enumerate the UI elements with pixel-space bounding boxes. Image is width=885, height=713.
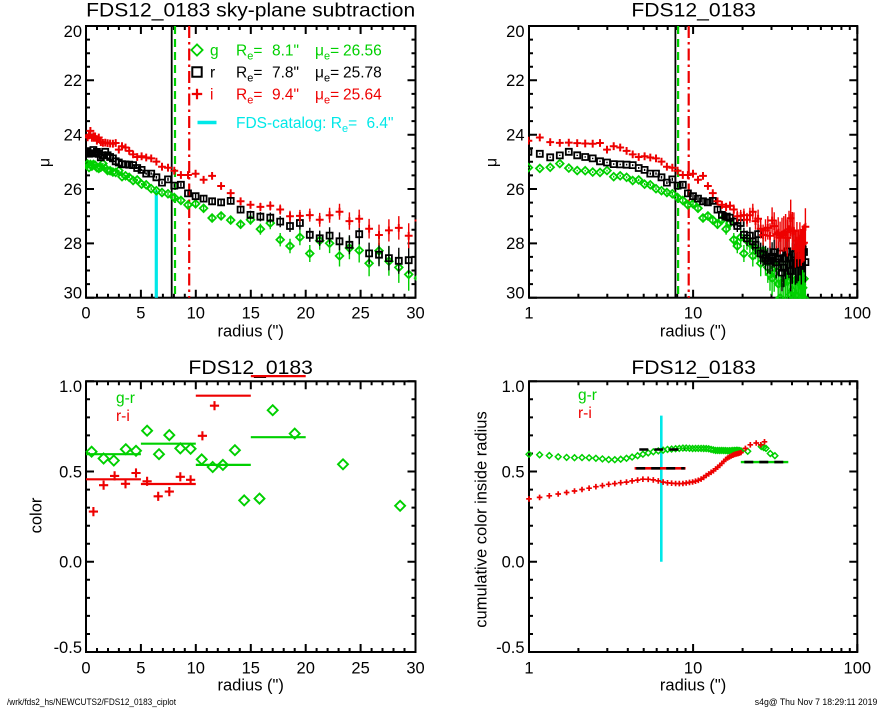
svg-text:1.0: 1.0 [59,378,82,396]
svg-text:20: 20 [506,23,524,41]
svg-text:FDS12_0183: FDS12_0183 [631,0,756,22]
svg-text:30: 30 [406,305,424,323]
svg-text:color: color [28,497,46,533]
svg-text:radius ("): radius (") [660,323,726,341]
svg-text:0.0: 0.0 [502,554,525,572]
svg-text:0: 0 [81,305,90,323]
svg-text:FDS12_0183: FDS12_0183 [631,357,756,379]
svg-text:25: 25 [351,660,369,678]
svg-text:30: 30 [506,285,524,303]
svg-text:FDS12_0183 sky-plane subtracti: FDS12_0183 sky-plane subtraction [86,0,415,22]
svg-text:1: 1 [524,305,533,323]
svg-text:-0.5: -0.5 [54,639,82,657]
svg-text:30: 30 [64,285,82,303]
svg-text:10: 10 [684,305,702,323]
svg-text:g-r: g-r [116,390,135,407]
svg-text:/wrk/fds2_hs/NEWCUTS2/FDS12_01: /wrk/fds2_hs/NEWCUTS2/FDS12_0183_ciplot [7,697,176,708]
svg-text:24: 24 [506,127,524,145]
svg-text:15: 15 [242,660,260,678]
svg-text:10: 10 [684,660,702,678]
svg-text:22: 22 [64,72,82,90]
svg-text:28: 28 [506,235,524,253]
svg-text:0: 0 [81,660,90,678]
svg-text:μ: μ [484,158,501,167]
svg-text:100: 100 [844,660,872,678]
svg-text:1: 1 [524,660,533,678]
svg-text:30: 30 [406,660,424,678]
svg-text:cumulative color inside radius: cumulative color inside radius [472,411,490,627]
svg-text:20: 20 [297,305,315,323]
svg-text:20: 20 [64,23,82,41]
svg-text:22: 22 [506,72,524,90]
svg-text:10: 10 [187,305,205,323]
svg-text:1.0: 1.0 [502,378,525,396]
svg-text:26: 26 [64,181,82,199]
svg-text:100: 100 [844,305,872,323]
svg-text:-0.5: -0.5 [496,639,524,657]
svg-text:iRe=9.4"μe=25.64: i Re= 9.4" μe= 25.64 [210,87,382,107]
svg-text:FDS-catalog: Re=6.4": FDS-catalog: Re= 6.4" [236,115,394,135]
svg-text:0.5: 0.5 [59,463,82,481]
svg-text:5: 5 [136,660,145,678]
svg-text:24: 24 [64,127,82,145]
svg-text:radius ("): radius (") [218,323,284,341]
svg-text:rRe=7.8"μe=25.78: r Re= 7.8" μe= 25.78 [210,65,382,85]
svg-text:radius ("): radius (") [218,677,284,695]
svg-text:FDS12_0183: FDS12_0183 [188,357,313,379]
svg-text:10: 10 [187,660,205,678]
svg-text:radius ("): radius (") [660,677,726,695]
svg-text:15: 15 [242,305,260,323]
svg-text:μ: μ [37,158,54,167]
svg-text:gRe=8.1"μe=26.56: g Re= 8.1" μe= 26.56 [210,43,382,63]
svg-text:28: 28 [64,235,82,253]
svg-text:r-i: r-i [578,405,592,422]
svg-text:g-r: g-r [578,387,597,404]
svg-text:5: 5 [136,305,145,323]
svg-text:s4g@ Thu Nov 7 18:29:11 2019: s4g@ Thu Nov 7 18:29:11 2019 [755,697,878,708]
svg-text:r-i: r-i [116,408,130,425]
svg-text:25: 25 [351,305,369,323]
svg-text:26: 26 [506,181,524,199]
svg-text:0.0: 0.0 [59,554,82,572]
svg-text:20: 20 [297,660,315,678]
svg-text:0.5: 0.5 [502,463,525,481]
